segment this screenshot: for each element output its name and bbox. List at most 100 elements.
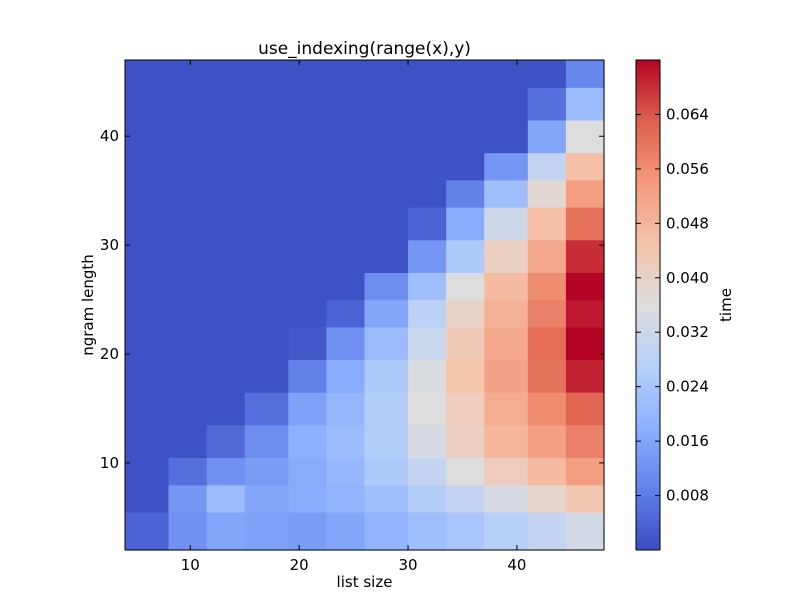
- heatmap-cell: [565, 60, 605, 88]
- heatmap-cell: [125, 392, 170, 426]
- heatmap-cell: [206, 207, 246, 241]
- heatmap-cell: [408, 207, 447, 241]
- heatmap-cell: [446, 299, 485, 328]
- heatmap-cell: [326, 392, 366, 426]
- heatmap-cell: [565, 511, 605, 551]
- heatmap-cell: [244, 272, 289, 301]
- heatmap-cell: [288, 87, 327, 121]
- colorbar-gradient: [635, 59, 661, 551]
- heatmap-cell: [484, 179, 529, 208]
- heatmap-cell: [408, 179, 447, 208]
- heatmap-cell: [206, 239, 246, 273]
- heatmap-cell: [326, 152, 366, 181]
- heatmap-cell: [408, 484, 447, 513]
- y-axis-label: ngram length: [79, 254, 97, 356]
- heatmap-cell: [168, 87, 208, 121]
- heatmap-cell: [408, 326, 447, 361]
- heatmap-cell: [484, 484, 529, 513]
- heatmap-cell: [364, 119, 409, 154]
- heatmap-cell: [288, 484, 327, 513]
- heatmap-cell: [125, 207, 170, 241]
- heatmap-cell: [364, 60, 409, 88]
- heatmap-cell: [244, 392, 289, 426]
- heatmap-cell: [364, 239, 409, 273]
- heatmap-cell: [244, 179, 289, 208]
- heatmap-cell: [168, 359, 208, 393]
- heatmap-cell: [168, 152, 208, 181]
- heatmap-cell: [326, 359, 366, 393]
- heatmap-cell: [446, 424, 485, 459]
- heatmap-cell: [364, 484, 409, 513]
- heatmap-cell: [206, 359, 246, 393]
- heatmap-cell: [244, 511, 289, 551]
- heatmap-cell: [168, 484, 208, 513]
- heatmap-cell: [484, 272, 529, 301]
- heatmap-cell: [408, 457, 447, 486]
- heatmap-cell: [288, 359, 327, 393]
- y-tick-label: 20: [100, 345, 119, 363]
- heatmap-cell: [565, 239, 605, 273]
- heatmap-cell: [244, 484, 289, 513]
- heatmap-cell: [446, 179, 485, 208]
- heatmap-cell: [408, 239, 447, 273]
- heatmap-cell: [364, 392, 409, 426]
- x-tick-label: 10: [181, 556, 200, 574]
- heatmap-cell: [364, 326, 409, 361]
- heatmap-cell: [125, 152, 170, 181]
- heatmap-cell: [364, 207, 409, 241]
- heatmap-cell: [206, 326, 246, 361]
- heatmap-cell: [326, 424, 366, 459]
- heatmap-cell: [168, 424, 208, 459]
- heatmap-cell: [326, 484, 366, 513]
- heatmap-cell: [326, 326, 366, 361]
- heatmap-cell: [408, 511, 447, 551]
- heatmap-cell: [527, 299, 567, 328]
- y-tick-label: 40: [100, 127, 119, 145]
- heatmap-cell: [446, 207, 485, 241]
- heatmap-cell: [364, 87, 409, 121]
- heatmap-cell: [244, 326, 289, 361]
- heatmap-cell: [527, 239, 567, 273]
- heatmap-cell: [446, 152, 485, 181]
- heatmap-cell: [484, 119, 529, 154]
- heatmap-cell: [125, 326, 170, 361]
- heatmap-cell: [244, 60, 289, 88]
- heatmap-cell: [484, 359, 529, 393]
- heatmap-cell: [408, 392, 447, 426]
- heatmap-cell: [125, 457, 170, 486]
- heatmap-cell: [288, 272, 327, 301]
- heatmap-cell: [364, 272, 409, 301]
- x-tick-label: 20: [290, 556, 309, 574]
- heatmap-cell: [364, 511, 409, 551]
- heatmap-cell: [125, 484, 170, 513]
- heatmap-cell: [408, 119, 447, 154]
- heatmap-cell: [527, 179, 567, 208]
- heatmap-cell: [244, 152, 289, 181]
- heatmap-cell: [408, 272, 447, 301]
- heatmap-cell: [527, 511, 567, 551]
- heatmap-cell: [446, 119, 485, 154]
- heatmap-cell: [527, 359, 567, 393]
- heatmap-cell: [484, 239, 529, 273]
- colorbar-tick-label: 0.048: [666, 214, 709, 232]
- heatmap-cell: [326, 511, 366, 551]
- heatmap-cell: [408, 299, 447, 328]
- heatmap-cell: [565, 179, 605, 208]
- colorbar-tick-label: 0.040: [666, 269, 709, 287]
- heatmap-cell: [206, 392, 246, 426]
- heatmap-cell: [326, 207, 366, 241]
- heatmap-cell: [206, 299, 246, 328]
- heatmap-cell: [484, 326, 529, 361]
- heatmap-cell: [364, 359, 409, 393]
- heatmap-cell: [125, 299, 170, 328]
- colorbar-tick-label: 0.032: [666, 323, 709, 341]
- heatmap-cell: [168, 207, 208, 241]
- x-axis-label: list size: [337, 573, 393, 591]
- heatmap-cell: [565, 392, 605, 426]
- chart-title: use_indexing(range(x),y): [258, 39, 471, 59]
- heatmap-cell: [565, 359, 605, 393]
- heatmap-cell: [244, 87, 289, 121]
- heatmap-cell: [446, 457, 485, 486]
- heatmap-cell: [484, 392, 529, 426]
